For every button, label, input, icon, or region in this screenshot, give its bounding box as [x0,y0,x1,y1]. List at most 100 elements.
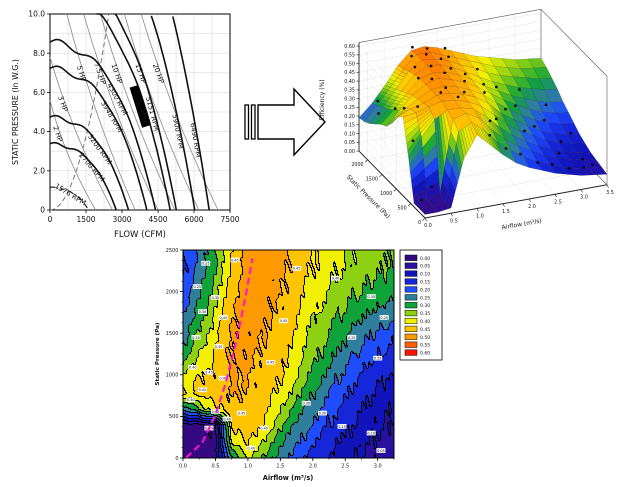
hp-curve [83,13,159,211]
surface-cell [493,138,502,154]
pressure-tick [422,217,426,221]
rpm-curve [114,13,178,211]
y-tick-label: 2000 [166,289,179,295]
data-point [550,162,554,166]
hp-curve [49,57,113,211]
data-point [430,185,434,188]
contour-heatmap [183,250,394,458]
data-point [462,90,466,94]
contour-value-label: 0.45 [215,345,223,349]
airflow-tick [580,189,583,193]
surface-cell [469,122,478,140]
data-point [504,107,507,111]
legend-swatch [404,325,418,332]
x-tick-label: 1.0 [244,464,252,470]
x-tick-label: 0 [48,215,53,224]
data-point [420,198,423,202]
surface-cell [482,128,491,146]
z-tick-label: 0.15 [344,123,355,129]
surface-cell [494,108,503,122]
data-point [456,95,460,99]
data-point [590,163,594,166]
data-point [536,161,539,164]
surface-cell [454,143,462,176]
contour-value-box [366,430,376,436]
surface-cell [398,111,407,117]
arrow-tail-bar [250,104,256,140]
hp-curve-label: 3 HP [56,95,69,113]
surface-cell [477,126,487,143]
data-point [377,112,380,115]
plot-frame [49,13,231,211]
y-tick-label: 500 [169,414,179,420]
surface-cell [479,127,489,144]
legend-label: 0.10 [420,272,430,278]
legend-label: 0.35 [420,311,430,317]
efficiency-surface-3d-plot: 0.00 0.05 0.10 0.15 0.20 0.25 0.30 0.35 0.40 0.45… [319,9,614,232]
contour-value-box [192,284,202,290]
data-point [476,67,479,71]
contour-value-label: 0.45 [231,258,239,262]
contour-value-box [246,445,256,451]
arrow-tail-bar [244,104,250,140]
contour-value-label: 0.25 [348,336,356,340]
data-point [424,52,428,56]
contour-plot-overlay: 0.0 0.5 1.0 1.5 2.0 2.5 3.0 0 500 1000 1500 2000 250… [155,248,443,482]
data-point [582,166,585,169]
hp-curve [100,13,176,211]
airflow-tick-label: 2.5 [554,199,562,205]
plot-frame [182,249,395,459]
y-tick-label: 0 [175,456,178,462]
contour-value-box [331,275,341,281]
data-point [488,119,492,123]
rpm-curve-label: 4900 RPM [131,89,149,124]
contour-value-box [222,416,232,422]
x-tick-label: 3.0 [374,464,382,470]
airflow-tick-label: 3.5 [606,190,614,196]
rpm-curve [49,65,148,211]
contour-value-box [292,265,302,271]
data-point [533,125,536,128]
contour-value-box [186,397,196,403]
data-point [519,152,522,156]
contour-value-label: 0.40 [189,366,197,370]
rpm-curve-label: 6490 RPM [188,122,202,158]
legend-label: 0.40 [420,319,430,325]
contour-value-label: 0.40 [247,446,255,450]
pressure-tick [407,203,411,207]
legend-label: 0.55 [420,343,430,349]
legend-label: 0.00 [420,256,430,262]
surface-cell [490,120,499,135]
surface-cell [473,123,482,139]
contour-value-label: 0.25 [202,262,210,266]
surface-cell [464,125,473,148]
contour-value-label: 0.30 [303,401,311,405]
contour-value-label: 0.45 [238,411,246,415]
surface-cell [460,128,469,155]
hp-curve-label: 20 HP [151,63,165,85]
contour-value-label: 0.45 [199,388,207,392]
contour-value-label: 0.45 [205,371,213,375]
y-tick-label: 4.0 [33,127,45,136]
contour-value-box [197,309,207,314]
fan-curve-chart: STATIC PRESSURE (In W.G.) FLOW (CFM) 0 15… [6,0,250,244]
airflow-tick-label: 3.0 [580,195,588,201]
z-tick-label: 0.25 [344,105,355,111]
data-point [488,133,492,137]
data-point [514,104,517,108]
legend-swatch [404,341,418,348]
surface-cell [494,123,504,139]
airflow-tick-label: 1.0 [476,214,484,220]
surface-cell [458,129,467,159]
contour-value-box [373,355,383,361]
contour-value-box [188,364,198,370]
surface-cell [523,156,543,171]
x-tick-label: 2.5 [341,464,349,470]
x-tick-label: 0.0 [179,464,187,470]
surface-airflow-axis-title: Airflow (m³/s) [501,218,542,232]
contour-value-label: 0.25 [380,316,388,320]
airflow-tick-label: 0.0 [424,223,432,229]
surface-cell [447,178,456,201]
data-point [463,72,467,76]
